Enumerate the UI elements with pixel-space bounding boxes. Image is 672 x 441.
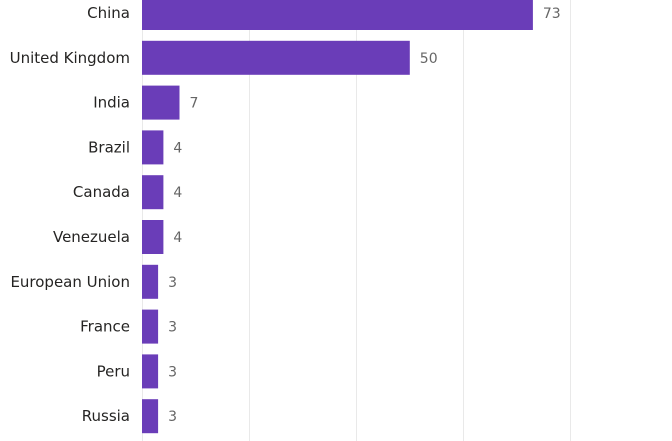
bar[interactable] [142,309,159,344]
data-label: 4 [173,140,182,156]
data-label: 73 [543,6,561,22]
bar[interactable] [142,85,180,120]
bar[interactable] [142,40,410,75]
category-label: United Kingdom [10,49,130,67]
data-label: 4 [173,230,182,246]
category-label: Canada [73,183,130,201]
bar[interactable] [142,399,159,434]
bar[interactable] [142,175,164,210]
value-labels: 73 50 7 4 4 4 3 3 3 3 [168,6,561,425]
data-label: 3 [168,320,177,336]
category-label: Brazil [88,138,130,156]
bar[interactable] [142,354,159,389]
data-label: 3 [168,364,177,380]
bar[interactable] [142,0,533,30]
bar[interactable] [142,264,159,299]
category-labels: China United Kingdom India Brazil Canada Vene… [10,4,130,425]
category-label: European Union [10,273,130,291]
bar[interactable] [142,130,164,165]
data-label: 3 [168,275,177,291]
category-label: Russia [82,407,130,425]
category-label: China [87,4,130,22]
data-label: 4 [173,185,182,201]
bar[interactable] [142,220,164,254]
category-label: Peru [97,362,130,380]
category-label: Venezuela [53,228,130,246]
data-label: 3 [168,409,177,425]
bars [142,0,533,434]
category-label: France [80,318,130,336]
category-label: India [93,94,130,112]
data-label: 7 [190,96,199,112]
data-label: 50 [420,51,438,67]
